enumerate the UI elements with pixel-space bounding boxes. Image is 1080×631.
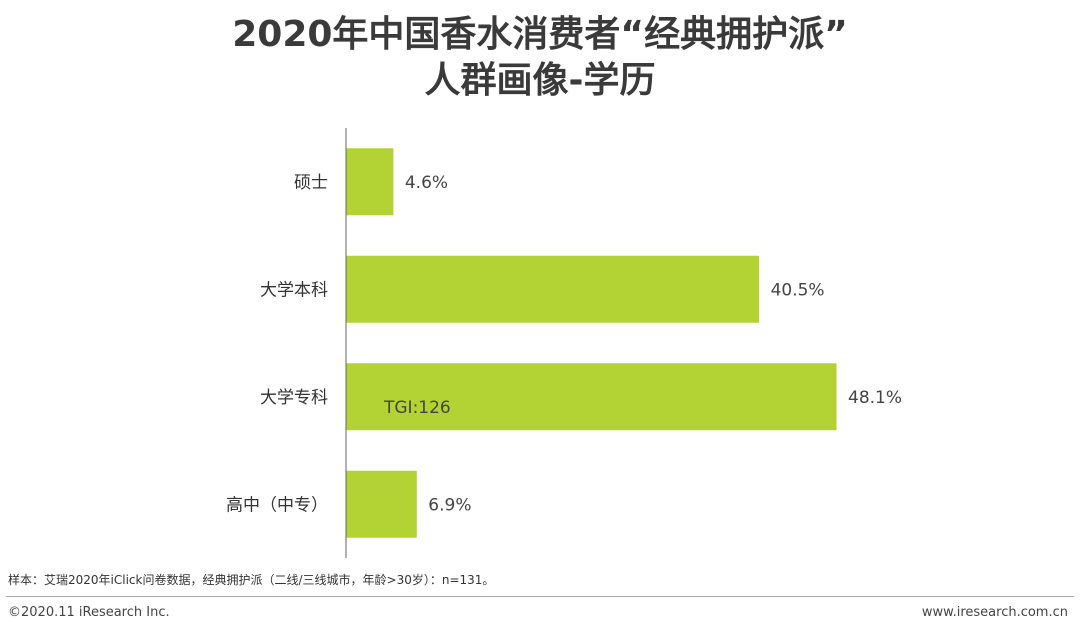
bar xyxy=(346,470,417,538)
tgi-annotation: TGI:126 xyxy=(383,398,451,418)
chart-title: 2020年中国香水消费者“经典拥护派” 人群画像-学历 xyxy=(0,12,1080,104)
category-label: 大学本科 xyxy=(260,280,328,300)
value-label: 40.5% xyxy=(771,280,825,300)
title-line-1: 2020年中国香水消费者“经典拥护派” xyxy=(232,14,848,55)
bar xyxy=(346,255,760,323)
value-label: 48.1% xyxy=(848,388,902,408)
category-label: 硕士 xyxy=(294,173,328,193)
sample-footnote: 样本：艾瑞2020年iClick问卷数据，经典拥护派（二线/三线城市，年龄>30… xyxy=(8,573,495,587)
category-label: 高中（中专） xyxy=(226,495,328,515)
value-label: 6.9% xyxy=(428,495,471,515)
copyright-text: ©2020.11 iResearch Inc. xyxy=(8,605,170,620)
value-label: 4.6% xyxy=(405,173,448,193)
bar xyxy=(346,148,394,216)
bar xyxy=(346,363,837,431)
category-label: 大学专科 xyxy=(260,388,328,408)
footer-divider xyxy=(6,596,1074,597)
website-link: www.iresearch.com.cn xyxy=(921,605,1068,620)
title-line-2: 人群画像-学历 xyxy=(424,60,656,101)
